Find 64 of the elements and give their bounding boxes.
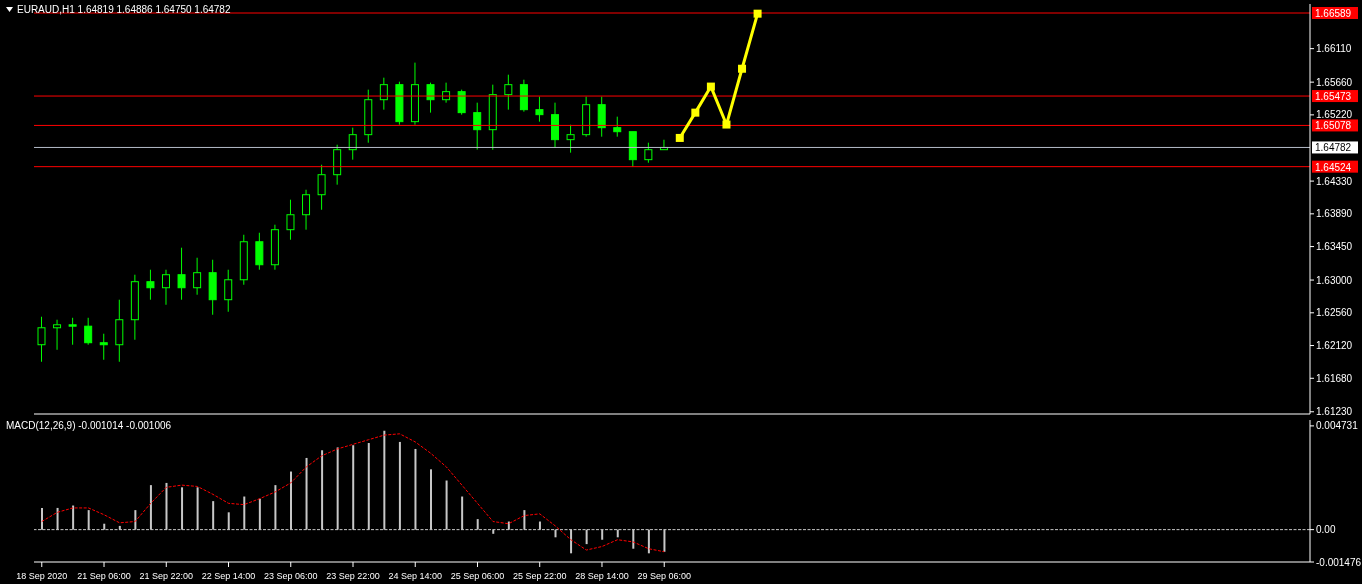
y-tick-label: 1.61230	[1316, 406, 1353, 418]
y-tick-label: 1.63000	[1316, 274, 1353, 286]
candlestick	[68, 317, 77, 346]
candlestick	[426, 82, 435, 114]
candlestick	[566, 124, 575, 154]
line-series	[41, 433, 665, 553]
candlestick	[37, 316, 46, 363]
y-tick-label: 0.00	[1316, 524, 1336, 536]
candlestick	[348, 127, 357, 161]
candlestick	[613, 116, 622, 138]
y-tick-label: 1.62120	[1316, 340, 1353, 352]
point	[753, 9, 762, 18]
candlestick	[99, 333, 108, 361]
candlestick	[255, 232, 264, 271]
x-tick-label: 29 Sep 06:00	[637, 571, 691, 581]
y-tick-label: 1.64330	[1316, 175, 1353, 187]
candlestick	[457, 89, 466, 116]
candlestick	[286, 199, 295, 241]
candlestick	[193, 257, 202, 296]
x-tick-label: 25 Sep 06:00	[450, 571, 505, 581]
candlestick	[146, 269, 155, 301]
x-tick-label: 25 Sep 22:00	[512, 571, 567, 581]
x-tick-label: 21 Sep 06:00	[77, 571, 131, 581]
x-tick-label: 23 Sep 22:00	[326, 571, 380, 581]
chart-title: EURAUD,H1 1.64819 1.64886 1.64750 1.64782	[17, 4, 231, 15]
candlestick	[644, 142, 653, 164]
ref-line-label: 1.66589	[1315, 8, 1352, 19]
candlestick	[597, 96, 606, 138]
x-tick-label: 23 Sep 06:00	[263, 571, 318, 581]
x-tick-label: 18 Sep 2020	[16, 571, 68, 581]
point	[706, 82, 715, 91]
candlestick	[84, 317, 93, 346]
y-tick-label: 1.63450	[1316, 241, 1353, 253]
y-tick-label: 1.65660	[1316, 76, 1353, 88]
point	[675, 133, 684, 142]
candlestick	[53, 319, 62, 351]
y-tick-label: 1.61680	[1316, 372, 1353, 384]
y-tick-label: -0.001476	[1316, 556, 1362, 568]
x-tick-label: 24 Sep 14:00	[388, 571, 443, 581]
y-tick-label: 1.62560	[1316, 307, 1353, 319]
bar	[616, 529, 619, 538]
y-tick-label: 1.66110	[1316, 43, 1352, 55]
x-tick-label: 21 Sep 22:00	[139, 571, 194, 581]
ref-line-label: 1.64524	[1315, 161, 1352, 173]
point	[722, 120, 731, 129]
chart-title: MACD(12,26,9) -0.001014 -0.001006	[6, 420, 172, 431]
ref-line-label: 1.65078	[1315, 120, 1352, 132]
candlestick	[535, 96, 544, 123]
candlestick	[161, 269, 170, 306]
ref-line-label: 1.64782	[1315, 142, 1352, 154]
y-tick-label: 0.004731	[1316, 420, 1359, 432]
candlestick	[504, 74, 513, 111]
candlestick	[177, 247, 186, 301]
candlestick	[302, 189, 311, 231]
candlestick	[317, 164, 326, 211]
candlestick	[224, 269, 233, 313]
candlestick	[473, 102, 482, 151]
ref-line-label: 1.65473	[1315, 91, 1352, 103]
y-tick-label: 1.65220	[1316, 109, 1353, 121]
x-tick-label: 22 Sep 14:00	[201, 571, 256, 581]
point	[738, 64, 747, 73]
x-tick-label: 28 Sep 14:00	[575, 571, 629, 581]
y-tick-label: 1.63890	[1316, 208, 1353, 220]
point	[691, 108, 700, 117]
